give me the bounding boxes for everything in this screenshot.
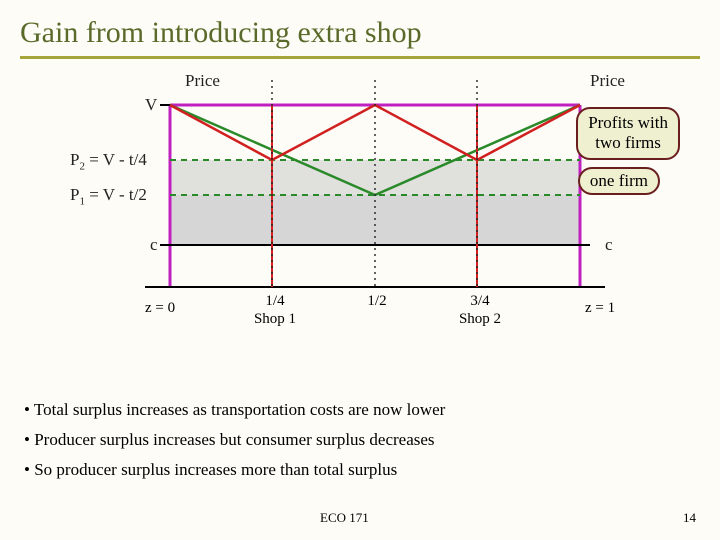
- label-z1: z = 1: [585, 300, 615, 317]
- bullets: • Total surplus increases as transportat…: [24, 400, 704, 490]
- slide-title: Gain from introducing extra shop: [0, 0, 720, 56]
- label-half: 1/2: [362, 293, 392, 310]
- label-P2: P2 = V - t/4: [70, 150, 147, 172]
- title-underline: [20, 56, 700, 59]
- callout-one-firm-text: one firm: [590, 171, 648, 190]
- bullet-2: • Producer surplus increases but consume…: [24, 430, 704, 450]
- label-P1: P1 = V - t/2: [70, 185, 147, 207]
- label-price-right: Price: [590, 71, 625, 91]
- label-q3-bot: Shop 2: [450, 311, 510, 328]
- callout-two-firms: Profits with two firms: [576, 107, 680, 160]
- bullet-3: • So producer surplus increases more tha…: [24, 460, 704, 480]
- label-z0: z = 0: [145, 300, 175, 317]
- label-c-left: c: [150, 235, 158, 255]
- callout-one-firm: one firm: [578, 167, 660, 195]
- label-q1-bot: Shop 1: [245, 311, 305, 328]
- footer-course: ECO 171: [320, 510, 369, 526]
- footer-page: 14: [683, 510, 696, 526]
- chart-area: Price Price V P2 = V - t/4 P1 = V - t/2 …: [50, 75, 670, 365]
- label-c-right: c: [605, 235, 613, 255]
- label-q3-top: 3/4: [465, 293, 495, 310]
- callout-two-firms-l2: two firms: [595, 133, 661, 152]
- bullet-1: • Total surplus increases as transportat…: [24, 400, 704, 420]
- label-V: V: [145, 95, 157, 115]
- label-q1-top: 1/4: [260, 293, 290, 310]
- label-price-left: Price: [185, 71, 220, 91]
- callout-two-firms-l1: Profits with: [588, 113, 668, 132]
